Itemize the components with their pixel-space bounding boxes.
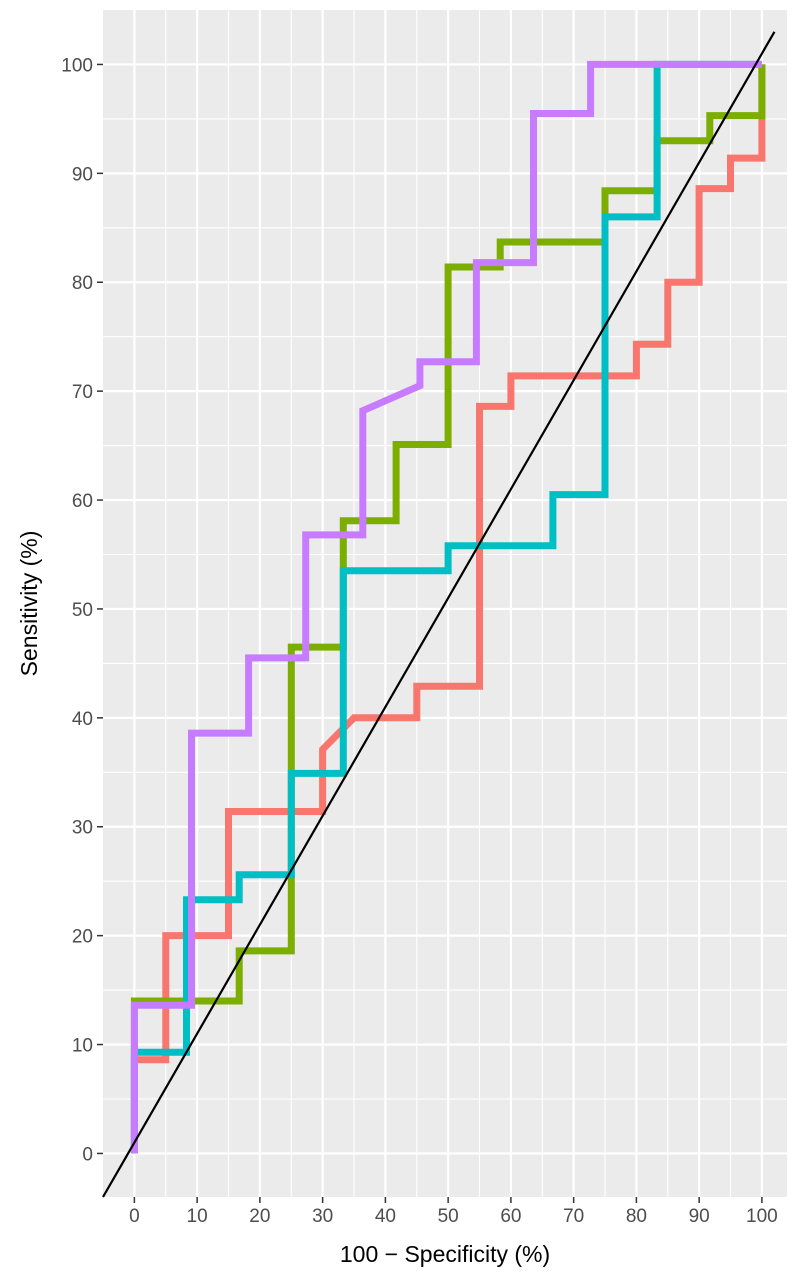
roc-curve-4 xyxy=(130,60,762,1154)
y-tick-label: 20 xyxy=(72,927,93,948)
x-tick-label: 90 xyxy=(689,1206,710,1227)
y-tick-label: 40 xyxy=(72,709,93,730)
axis-ticks xyxy=(97,63,763,1203)
series-layer xyxy=(130,60,766,1154)
y-tick-labels: 0 10 20 30 40 50 60 70 80 90 100 xyxy=(61,55,93,1165)
roc-curve-3 xyxy=(130,60,762,1154)
x-tick-labels: 0 10 20 30 40 50 60 70 80 90 100 xyxy=(129,1206,778,1227)
x-tick-label: 40 xyxy=(375,1206,396,1227)
x-tick-label: 70 xyxy=(563,1206,584,1227)
x-tick-label: 0 xyxy=(129,1206,140,1227)
roc-curve-2 xyxy=(130,64,766,1154)
roc-curve-1 xyxy=(130,64,766,1154)
x-tick-label: 60 xyxy=(500,1206,521,1227)
y-tick-label: 50 xyxy=(72,600,93,621)
y-tick-label: 0 xyxy=(82,1144,93,1165)
x-tick-label: 80 xyxy=(626,1206,647,1227)
x-tick-label: 50 xyxy=(438,1206,459,1227)
x-tick-label: 100 xyxy=(746,1206,778,1227)
x-axis-title: 100 − Specificity (%) xyxy=(340,1241,550,1267)
y-tick-label: 60 xyxy=(72,491,93,512)
y-tick-label: 100 xyxy=(61,55,93,76)
reference-layer xyxy=(102,31,776,1198)
y-tick-label: 10 xyxy=(72,1036,93,1057)
diagonal-reference-line xyxy=(102,31,776,1198)
y-axis-title: Sensitivity (%) xyxy=(16,531,42,677)
y-tick-label: 90 xyxy=(72,164,93,185)
y-tick-label: 30 xyxy=(72,818,93,839)
x-tick-label: 30 xyxy=(312,1206,333,1227)
x-tick-label: 10 xyxy=(187,1206,208,1227)
y-tick-label: 80 xyxy=(72,273,93,294)
x-tick-label: 20 xyxy=(249,1206,270,1227)
y-tick-label: 70 xyxy=(72,382,93,403)
